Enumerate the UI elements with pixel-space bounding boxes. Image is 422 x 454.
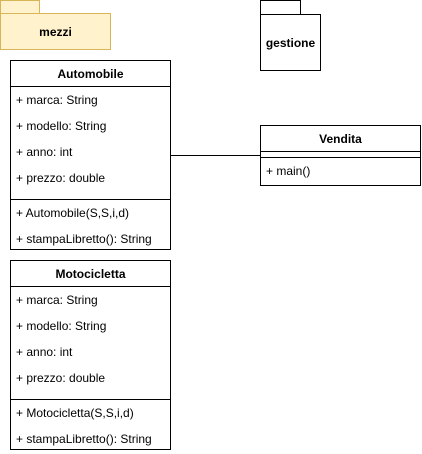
package-mezzi[interactable]: mezzi [0,13,111,50]
class-motocicletta-name: Motocicletta [11,261,170,287]
attribute-row[interactable]: + anno: int [16,145,73,159]
class-vendita[interactable]: Vendita + main() [260,125,421,186]
class-automobile-name: Automobile [11,61,170,87]
attribute-row[interactable]: + prezzo: double [16,171,106,185]
class-automobile-methods: + Automobile(S,S,i,d) + stampaLibretto()… [11,199,170,252]
package-gestione[interactable]: gestione [260,14,321,71]
class-automobile-attributes: + marca: String + modello: String + anno… [11,87,170,199]
attribute-row[interactable]: + marca: String [16,93,98,107]
attribute-row[interactable]: + modello: String [16,319,107,333]
package-mezzi-label: mezzi [39,24,72,39]
method-row[interactable]: + stampaLibretto(): String [16,232,152,246]
attribute-row[interactable]: + marca: String [16,293,98,307]
method-row[interactable]: + main() [266,164,311,178]
attribute-row[interactable]: + modello: String [16,119,107,133]
class-motocicletta-methods: + Motocicletta(S,S,i,d) + stampaLibretto… [11,399,170,452]
attribute-row[interactable]: + anno: int [16,345,73,359]
attribute-row[interactable]: + prezzo: double [16,371,106,385]
method-row[interactable]: + stampaLibretto(): String [16,432,152,446]
class-motocicletta[interactable]: Motocicletta + marca: String + modello: … [10,260,171,450]
method-row[interactable]: + Automobile(S,S,i,d) [16,206,130,220]
class-vendita-methods: + main() [261,158,420,184]
class-vendita-name: Vendita [261,126,420,152]
package-gestione-label: gestione [265,35,316,50]
class-vendita-attributes [261,152,420,158]
class-motocicletta-attributes: + marca: String + modello: String + anno… [11,287,170,399]
class-automobile[interactable]: Automobile + marca: String + modello: St… [10,60,171,250]
method-row[interactable]: + Motocicletta(S,S,i,d) [16,406,134,420]
